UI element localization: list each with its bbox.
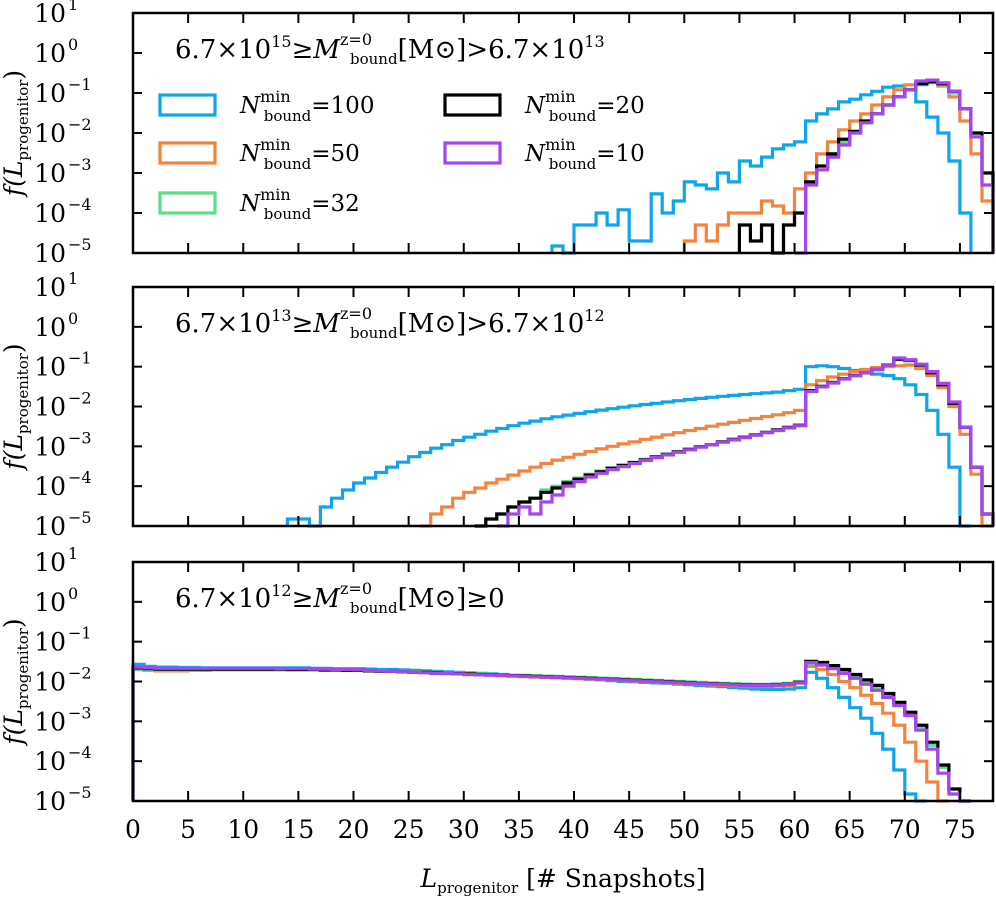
legend-entry: Nmin bound=10 [443,135,645,173]
y-tick-label: 10 [34,39,66,68]
y-tick-label: 10 [34,199,66,228]
y-tick-label: 10 [34,472,66,501]
y-tick-label: 10 [34,0,66,28]
legend-label: Nmin bound=100 [239,87,374,125]
y-tick-exponent: 1 [68,544,78,563]
legend-label: Nmin bound=20 [524,87,645,125]
x-tick-label: 5 [180,815,196,844]
y-tick-exponent: −2 [68,389,92,408]
y-tick-label: 10 [34,313,66,342]
y-tick-label: 10 [34,159,66,188]
legend-entry: Nmin bound=32 [158,185,360,223]
x-tick-label: 25 [393,815,425,844]
series-line-n-10 [496,356,995,528]
y-tick-label: 10 [34,787,66,816]
y-tick-exponent: −1 [68,624,92,643]
legend-swatch [443,141,502,165]
y-tick-exponent: −3 [68,703,92,722]
legend-swatch [158,191,217,215]
x-tick-label: 45 [613,815,645,844]
y-tick-label: 10 [34,548,66,577]
x-tick-label: 75 [944,815,976,844]
y-tick-label: 10 [34,512,66,541]
x-tick-label: 30 [448,815,480,844]
x-tick-label: 55 [724,815,756,844]
x-tick-label: 15 [282,815,314,844]
y-tick-label: 10 [34,273,66,302]
y-tick-label: 10 [34,79,66,108]
legend-swatch [443,93,502,117]
y-tick-exponent: −4 [68,468,92,487]
panel-title: 6.7×1013≥Mz=0 bound[M⊙]>6.7×1012 [175,304,605,342]
legend-label: Nmin bound=32 [239,185,360,223]
y-tick-exponent: −3 [68,155,92,174]
y-tick-exponent: −4 [68,195,92,214]
y-axis-label: f(Lprogenitor) [0,618,32,746]
x-tick-label: 35 [503,815,535,844]
legend-entry: Nmin bound=100 [158,87,374,125]
y-tick-label: 10 [34,432,66,461]
x-tick-label: 40 [558,815,590,844]
y-tick-exponent: −5 [68,783,92,802]
y-tick-exponent: −2 [68,664,92,683]
y-tick-label: 10 [34,707,66,736]
legend-label: Nmin bound=10 [524,135,645,173]
y-tick-exponent: 1 [68,0,78,14]
x-tick-label: 20 [338,815,370,844]
series-line-n-10 [131,660,971,803]
y-tick-exponent: 0 [68,309,78,328]
y-tick-label: 10 [34,747,66,776]
series-line-n-10 [794,78,995,255]
y-tick-exponent: −5 [68,508,92,527]
legend-label: Nmin bound=50 [239,135,360,173]
y-tick-label: 10 [34,668,66,697]
y-axis-label: f(Lprogenitor) [0,70,32,198]
y-tick-exponent: −5 [68,235,92,254]
y-tick-exponent: −2 [68,115,92,134]
x-tick-label: 0 [125,815,141,844]
x-tick-label: 50 [668,815,700,844]
x-tick-label: 10 [227,815,259,844]
y-tick-label: 10 [34,628,66,657]
y-tick-exponent: −1 [68,75,92,94]
series-line-n-20 [737,80,995,255]
legend-entry: Nmin bound=50 [158,135,360,173]
y-tick-exponent: 1 [68,269,78,288]
y-tick-exponent: 0 [68,35,78,54]
y-tick-label: 10 [34,588,66,617]
panel-title: 6.7×1012≥Mz=0 bound[M⊙]≥0 [175,579,505,617]
series-line-n-100 [285,364,971,528]
x-tick-label: 60 [779,815,811,844]
legend-swatch [158,141,217,165]
legend-entry: Nmin bound=20 [443,87,645,125]
y-tick-exponent: 0 [68,584,78,603]
y-tick-label: 10 [34,393,66,422]
panel-title: 6.7×1015≥Mz=0 bound[M⊙]>6.7×1013 [175,30,605,68]
y-tick-exponent: −1 [68,349,92,368]
y-tick-label: 10 [34,119,66,148]
y-axis-label: f(Lprogenitor) [0,343,32,471]
series-line-n-100 [131,662,927,803]
y-tick-label: 10 [34,353,66,382]
x-tick-label: 65 [834,815,866,844]
legend-swatch [158,93,217,117]
y-tick-label: 10 [34,239,66,268]
x-axis-label: Lprogenitor [# Snapshots] [420,864,706,897]
y-tick-exponent: −3 [68,428,92,447]
series-line-n-32 [131,662,971,803]
y-tick-exponent: −4 [68,743,92,762]
x-tick-label: 70 [889,815,921,844]
